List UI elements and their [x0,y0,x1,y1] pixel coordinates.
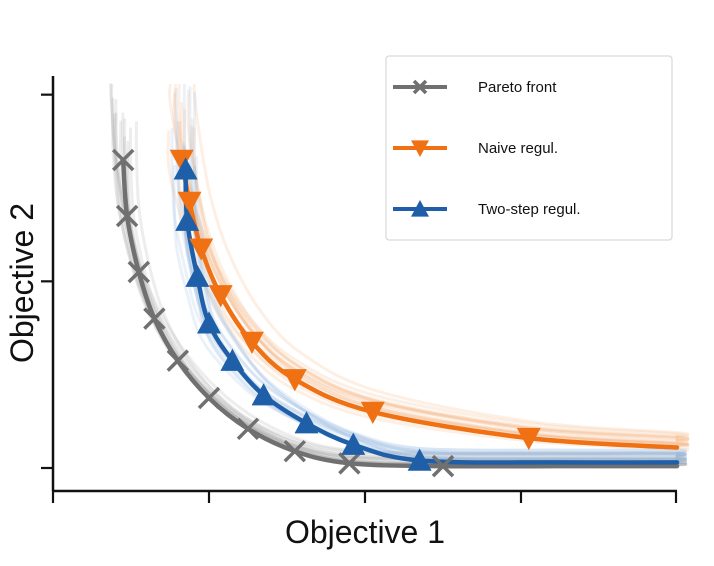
series-2-marker-8 [407,448,432,471]
series-0-marker-8 [338,452,361,475]
series-0-marker-7 [283,439,307,463]
legend-box [385,55,673,241]
series-1-marker-4 [239,331,264,354]
series-0-marker-2 [127,260,151,284]
trial-curve-2-12 [183,170,688,462]
series-2-marker-5 [251,383,276,406]
series-0-marker-3 [143,307,166,330]
series-2-marker-6 [294,411,319,434]
series-2-marker-2 [185,264,210,287]
trial-curve-0-2 [109,83,687,462]
legend-marker-2 [411,200,429,217]
legend-label-1: Naive regul. [478,140,558,157]
series-1-marker-2 [189,238,214,261]
trial-curve-1-11 [192,83,690,437]
series-1-marker-5 [282,369,307,392]
series-1-marker-1 [177,191,202,214]
trial-curve-1-12 [186,89,690,442]
trial-curve-0-8 [110,97,687,459]
legend: Pareto front Naive regul. Two-step regul. [385,55,673,241]
x-axis-label: Objective 1 [285,514,445,550]
legend-marker-1 [411,140,429,157]
trial-curve-1-13 [166,130,689,447]
series-1-marker-3 [208,285,233,308]
trial-curve-2-8 [188,86,688,461]
series-0-marker-1 [115,204,139,228]
series-0-marker-0 [111,148,135,172]
series-2-marker-0 [173,157,198,180]
y-axis-label: Objective 2 [4,203,40,363]
trial-curve-2-5 [183,145,688,457]
series-0-marker-5 [197,386,221,410]
series-2-marker-3 [197,311,221,334]
series-2-marker-1 [175,208,200,231]
series-2-marker-4 [220,348,245,371]
series-0-marker-9 [431,454,455,478]
series-2-marker-7 [341,432,366,455]
legend-label-2: Two-step regul. [478,201,581,218]
series-1-marker-0 [169,149,194,172]
series-0-marker-4 [166,349,190,372]
series-1-marker-6 [360,401,385,424]
series-0-marker-6 [236,417,260,441]
trial-curve-0-3 [118,120,687,461]
legend-label-0: Pareto front [478,79,557,96]
trial-curve-2-10 [172,164,687,460]
trial-curve-2-3 [182,142,688,455]
trial-curve-2-7 [174,87,687,457]
series-1-marker-7 [516,427,541,451]
trial-curve-1-6 [192,127,690,446]
series-markers [111,148,541,478]
trial-curve-2-0 [176,121,687,458]
axis-ticks [41,93,678,503]
legend-marker-0 [412,79,428,95]
trial-curve-2-11 [192,91,687,462]
trial-curve-2-13 [183,166,688,462]
